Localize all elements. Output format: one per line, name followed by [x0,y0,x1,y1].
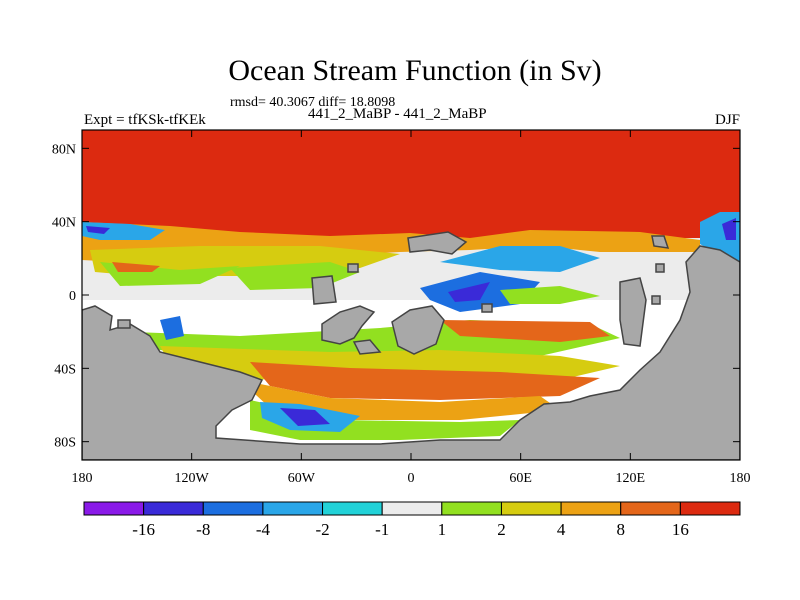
land-mask [651,235,670,249]
field-region [112,262,160,272]
field-region [722,218,736,240]
field-region [86,226,110,234]
land-mask [655,263,665,273]
colorbar-label: 4 [557,520,566,539]
x-tick-label: 180 [72,471,93,486]
colorbar-swatch [560,501,622,516]
colorbar-label: 8 [616,520,625,539]
land-mask [117,319,131,329]
field-region [280,408,330,426]
y-tick-label: 40S [54,362,76,377]
colorbar-swatch [143,501,204,516]
colorbar-label: -1 [375,520,389,539]
map-axes: 180 120W 60W 0 60E 120E 180 80N 40N 0 40S 80S [52,130,751,486]
field-region [448,282,490,302]
field-region [82,222,165,240]
colorbar-swatch [262,501,324,516]
x-tick-label: 180 [730,471,751,486]
land-mask [321,305,376,345]
y-tick-label: 80S [54,436,76,451]
colorbar-label: 16 [672,520,689,539]
colorbar: -16 -8 -4 -2 -1 1 2 4 8 16 [83,501,741,539]
colorbar-swatch [620,501,681,516]
land-mask [391,305,445,355]
x-tick-label: 60E [509,471,532,486]
chart-subtitle: 441_2_MaBP - 441_2_MaBP [308,106,487,122]
field-region [500,286,600,304]
field-region [440,246,600,272]
chart-title: Ocean Stream Function (in Sv) [228,54,602,87]
colorbar-swatch [381,501,443,516]
season-label: DJF [714,112,740,128]
colorbar-label: -8 [196,520,210,539]
field-region [440,320,610,342]
map-area [82,130,740,460]
land-mask [82,245,740,460]
colorbar-swatch [500,501,562,516]
x-tick-label: 120E [616,471,646,486]
land-mask [481,303,493,313]
colorbar-swatch [322,501,383,516]
x-tick-label: 60W [288,471,316,486]
colorbar-label: 2 [497,520,506,539]
land-mask [651,295,661,305]
land-mask [311,275,337,305]
x-tick-label: 0 [408,471,415,486]
colorbar-swatch [679,501,741,516]
rmsd-diff-stats: rmsd= 40.3067 diff= 18.8098 [230,95,396,110]
colorbar-label: 1 [438,520,447,539]
colorbar-swatch [83,501,145,516]
field-region [160,316,184,340]
experiment-label: Expt = tfKSk-tfKEk [84,112,206,128]
colorbar-label: -16 [132,520,155,539]
field-region [82,130,740,238]
colorbar-swatch [441,501,502,516]
colorbar-swatch [202,501,264,516]
land-mask [619,277,647,347]
land-mask [407,231,468,255]
field-region [250,362,600,400]
land-mask [347,263,359,273]
y-tick-label: 40N [52,216,76,231]
x-tick-label: 120W [175,471,210,486]
land-mask [352,339,382,355]
y-tick-label: 0 [69,289,76,304]
colorbar-label: -2 [315,520,329,539]
y-tick-label: 80N [52,142,76,157]
colorbar-label: -4 [256,520,271,539]
